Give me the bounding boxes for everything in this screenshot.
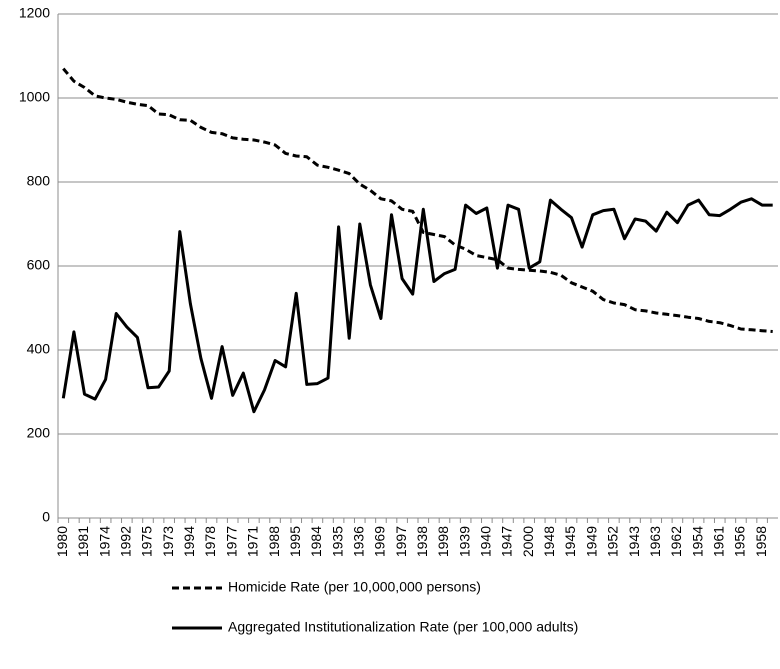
- x-tick-label: 1974: [96, 526, 112, 557]
- x-tick-label: 1992: [118, 526, 134, 557]
- x-tick-label: 1943: [626, 526, 642, 557]
- x-tick-label: 1963: [647, 526, 663, 557]
- x-tick-label: 1962: [668, 526, 684, 557]
- x-tick-label: 1939: [456, 526, 472, 557]
- y-tick-label: 1000: [19, 89, 50, 105]
- x-tick-label: 1980: [54, 526, 70, 557]
- x-tick-label: 1940: [478, 526, 494, 557]
- x-tick-label: 1997: [393, 526, 409, 557]
- x-tick-label: 1977: [223, 526, 239, 557]
- x-tick-label: 1945: [562, 526, 578, 557]
- x-tick-label: 2000: [520, 526, 536, 557]
- x-tick-label: 1936: [350, 526, 366, 557]
- x-tick-label: 1947: [499, 526, 515, 557]
- x-tick-label: 1988: [266, 526, 282, 557]
- x-tick-label: 1975: [139, 526, 155, 557]
- x-tick-label: 1998: [435, 526, 451, 557]
- x-tick-label: 1973: [160, 526, 176, 557]
- legend-label: Aggregated Institutionalization Rate (pe…: [228, 619, 578, 635]
- x-tick-label: 1938: [414, 526, 430, 557]
- y-tick-label: 200: [27, 425, 51, 441]
- x-tick-label: 1994: [181, 526, 197, 557]
- series-line: [61, 197, 773, 414]
- x-tick-label: 1956: [732, 526, 748, 557]
- y-tick-label: 600: [27, 257, 51, 273]
- y-tick-label: 0: [42, 509, 50, 525]
- y-tick-label: 400: [27, 341, 51, 357]
- x-tick-label: 1981: [75, 526, 91, 557]
- legend-label: Homicide Rate (per 10,000,000 persons): [228, 579, 481, 595]
- y-tick-label: 800: [27, 173, 51, 189]
- x-tick-label: 1949: [583, 526, 599, 557]
- x-tick-label: 1984: [308, 526, 324, 557]
- series-line: [62, 67, 773, 333]
- x-tick-label: 1978: [202, 526, 218, 557]
- y-tick-label: 1200: [19, 5, 50, 21]
- x-tick-label: 1969: [372, 526, 388, 557]
- x-tick-label: 1948: [541, 526, 557, 557]
- x-tick-label: 1952: [605, 526, 621, 557]
- x-tick-label: 1961: [710, 526, 726, 557]
- x-tick-label: 1995: [287, 526, 303, 557]
- x-tick-label: 1958: [753, 526, 769, 557]
- x-tick-label: 1971: [245, 526, 261, 557]
- x-tick-label: 1954: [689, 526, 705, 557]
- x-tick-label: 1935: [329, 526, 345, 557]
